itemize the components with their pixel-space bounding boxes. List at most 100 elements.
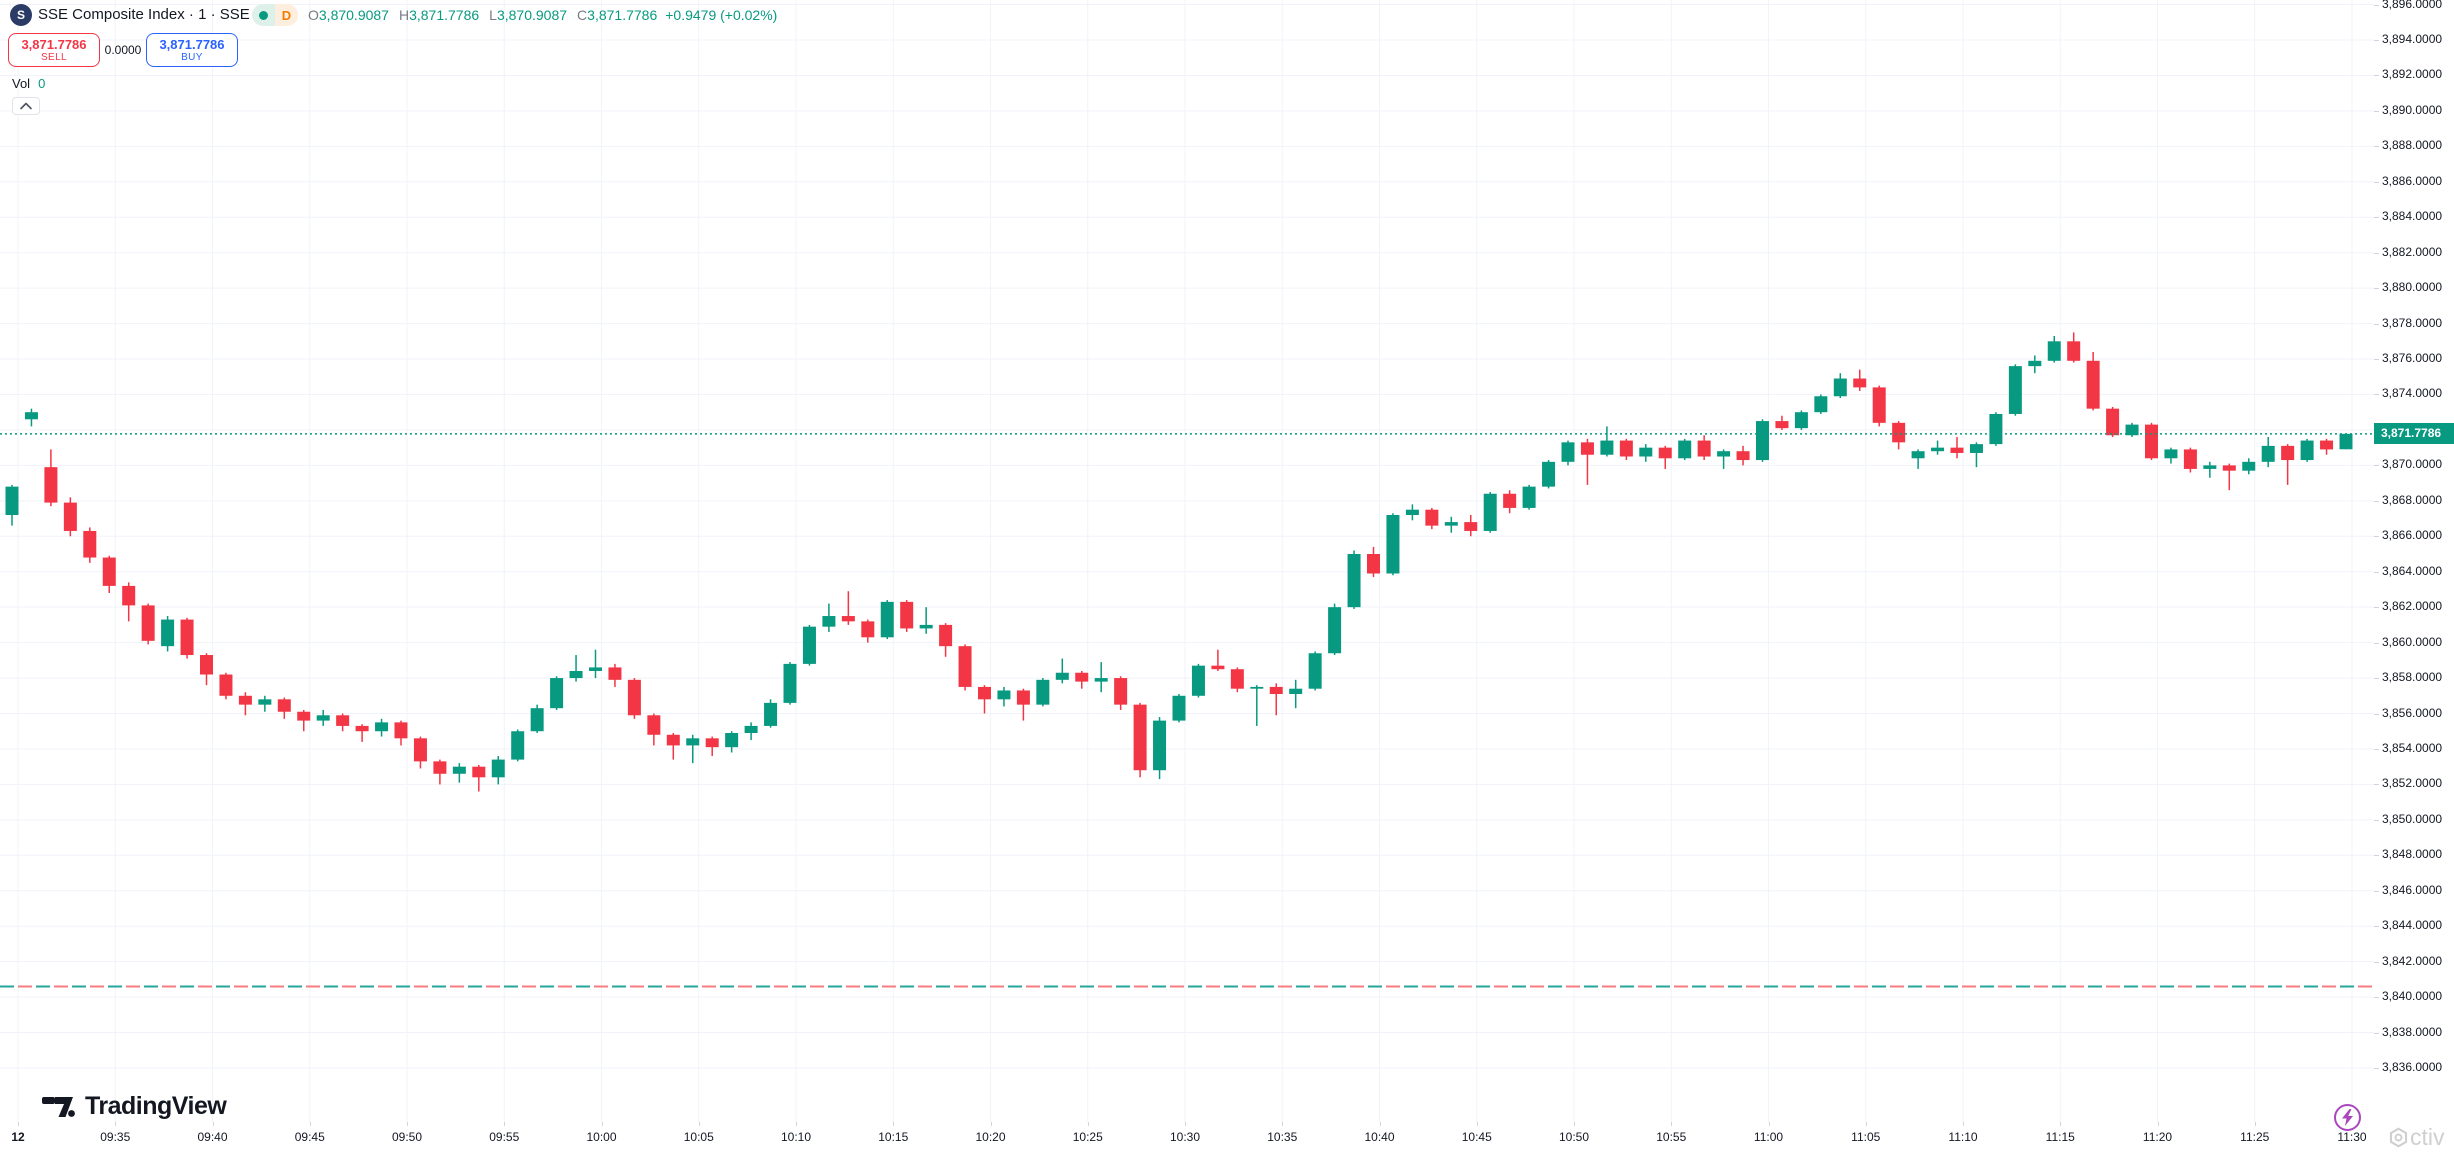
- price-axis-tick: [2374, 571, 2379, 573]
- candle: [1367, 546, 1380, 578]
- time-axis-label: 09:35: [100, 1130, 131, 1144]
- candle: [822, 603, 836, 632]
- candle: [1736, 445, 1750, 466]
- time-axis-label: 11:15: [2045, 1130, 2075, 1144]
- candle: [627, 678, 641, 719]
- price-axis-label: 3,894.0000: [2382, 32, 2443, 46]
- price-axis-label: 3,842.0000: [2382, 953, 2443, 968]
- time-axis-label: 09:45: [294, 1130, 325, 1144]
- time-axis-label: 10:25: [1072, 1130, 1103, 1144]
- time-axis-tick: [698, 1122, 700, 1126]
- candle: [1619, 438, 1633, 461]
- timeframe-badge: D: [275, 4, 298, 26]
- candle: [1114, 676, 1128, 710]
- price-axis-tick: [2374, 855, 2379, 857]
- candle: [1872, 385, 1886, 427]
- candle: [1172, 694, 1186, 723]
- candle: [1561, 440, 1575, 466]
- candle: [394, 720, 408, 746]
- candle: [1211, 649, 1225, 671]
- time-axis-label: 10:40: [1364, 1130, 1395, 1144]
- candle: [1153, 717, 1167, 780]
- sell-button[interactable]: 3,871.7786 SELL: [8, 33, 100, 67]
- tradingview-logo[interactable]: TradingView: [42, 1092, 227, 1121]
- lightning-bolt-icon: [2342, 1109, 2353, 1126]
- price-axis-label: 3,888.0000: [2382, 138, 2443, 153]
- candle: [1969, 442, 1983, 468]
- price-axis-label: 3,884.0000: [2382, 209, 2443, 224]
- nut-icon: [2389, 1127, 2408, 1148]
- price-axis-tick: [2374, 748, 2379, 750]
- close-value: 3,871.7786: [587, 7, 658, 23]
- time-axis-label: 10:50: [1558, 1130, 1590, 1144]
- price-axis-label: 3,862.0000: [2382, 599, 2443, 614]
- candle: [180, 617, 194, 659]
- buy-button[interactable]: 3,871.7786 BUY: [146, 33, 238, 67]
- candle: [2339, 433, 2353, 450]
- close-label: C: [577, 7, 588, 23]
- candle: [1075, 670, 1089, 689]
- price-axis-label: 3,866.0000: [2382, 528, 2443, 543]
- time-axis-tick: [990, 1122, 992, 1126]
- candle: [997, 686, 1011, 707]
- candle: [1600, 426, 1614, 457]
- candle: [919, 607, 933, 634]
- time-axis-session-label: 12: [11, 1130, 25, 1144]
- price-axis-tick: [2374, 4, 2379, 6]
- time-axis-label: 09:50: [391, 1130, 423, 1144]
- sell-price: 3,871.7786: [21, 37, 87, 52]
- candle: [861, 619, 875, 643]
- watermark: ctiv: [2388, 1124, 2445, 1151]
- time-axis-label: 11:10: [1948, 1130, 1978, 1144]
- candle: [958, 644, 972, 691]
- candle: [258, 695, 272, 712]
- candle: [355, 724, 369, 742]
- candle: [1950, 437, 1964, 459]
- candle: [978, 685, 991, 714]
- ohlc-readout: O3,870.9087 H3,871.7786 L3,870.9087 C3,871.…: [308, 4, 777, 26]
- time-axis-tick: [893, 1122, 895, 1126]
- candle: [2047, 335, 2061, 363]
- candle: [1814, 394, 1828, 414]
- collapse-pane-button[interactable]: [12, 97, 40, 115]
- price-axis-tick: [2374, 110, 2379, 112]
- price-axis-tick: [2374, 713, 2379, 715]
- time-axis-label: 11:30: [2337, 1130, 2367, 1144]
- candle: [472, 764, 486, 792]
- last-price-label: 3,871.7786: [2374, 423, 2454, 444]
- instant-order-bolt-button[interactable]: [2334, 1104, 2361, 1131]
- price-axis[interactable]: 3,871.7786 3,896.0000 3,894.0000 3,892.000…: [2374, 0, 2454, 1122]
- candle: [686, 734, 700, 764]
- candle: [336, 713, 350, 732]
- time-axis-tick: [2157, 1122, 2159, 1126]
- time-axis-tick: [309, 1122, 311, 1126]
- market-status-timeframe-pill[interactable]: D: [252, 4, 298, 26]
- high-label: H: [398, 7, 410, 23]
- symbol-title[interactable]: SSE Composite Index · 1 · SSE: [38, 6, 250, 23]
- price-axis-label: 3,896.0000: [2382, 0, 2443, 11]
- symbol-logo-icon: S: [10, 4, 32, 26]
- candle: [1542, 460, 1556, 489]
- price-axis-tick: [2374, 536, 2379, 538]
- time-axis-label: 10:10: [780, 1130, 812, 1144]
- volume-legend[interactable]: Vol 0: [12, 76, 45, 91]
- candle: [219, 672, 233, 700]
- candle: [2125, 422, 2139, 438]
- candle: [2261, 437, 2275, 468]
- time-axis-tick: [212, 1122, 214, 1126]
- candle: [841, 591, 855, 625]
- candle: [608, 663, 622, 687]
- candle: [1444, 516, 1458, 533]
- candle: [1133, 702, 1147, 778]
- candle: [1503, 490, 1517, 514]
- time-axis[interactable]: 12 09:35 09:40 09:45 09:50 09:55 10:00 10:05 10:…: [0, 1122, 2454, 1156]
- candle: [1425, 507, 1439, 530]
- candle: [63, 497, 77, 537]
- time-axis-tick: [1865, 1122, 1867, 1126]
- candle: [1639, 444, 1653, 462]
- candle: [1405, 504, 1419, 521]
- tradingview-logo-icon: [42, 1096, 75, 1117]
- candlestick-chart[interactable]: [0, 0, 2374, 1122]
- time-axis-tick: [1768, 1122, 1770, 1126]
